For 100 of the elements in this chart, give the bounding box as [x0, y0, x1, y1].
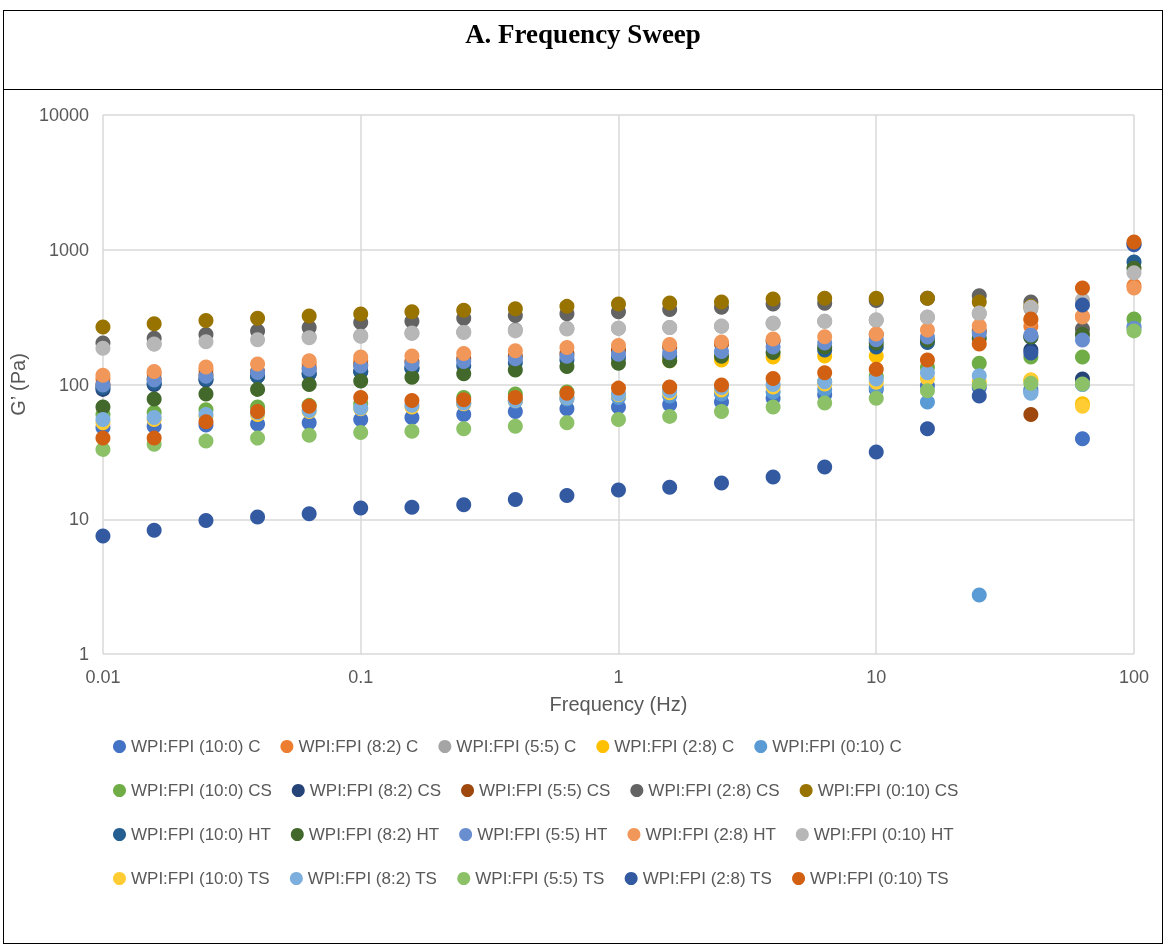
point	[301, 377, 317, 392]
point	[404, 304, 420, 320]
point	[456, 497, 472, 513]
point	[817, 290, 833, 306]
legend-label: WPI:FPI (5:5) TS	[475, 869, 605, 888]
point	[971, 318, 987, 334]
point	[95, 430, 111, 446]
legend-label: WPI:FPI (10:0) HT	[131, 825, 271, 844]
legend-label: WPI:FPI (2:8) CS	[648, 781, 780, 800]
point	[95, 411, 111, 427]
point	[353, 373, 369, 389]
legend-label: WPI:FPI (5:5) C	[456, 737, 577, 756]
point	[610, 411, 626, 427]
point	[662, 295, 678, 311]
legend-label: WPI:FPI (10:0) C	[131, 737, 261, 756]
legend-label: WPI:FPI (8:2) CS	[309, 781, 442, 800]
point	[95, 367, 111, 383]
point	[919, 352, 935, 368]
point	[95, 528, 111, 544]
point	[610, 380, 626, 396]
point	[971, 388, 987, 404]
y-tick-label: 10	[68, 509, 89, 530]
point	[765, 399, 781, 415]
point	[250, 430, 266, 446]
legend-label: WPI:FPI (8:2) HT	[308, 825, 440, 844]
legend-label: WPI:FPI (0:10) CS	[817, 781, 959, 800]
legend-label: WPI:FPI (0:10) HT	[813, 825, 954, 844]
point	[146, 391, 162, 407]
point	[507, 492, 523, 508]
legend-label: WPI:FPI (5:5) CS	[479, 781, 611, 800]
point	[559, 340, 575, 356]
point	[507, 301, 523, 317]
point	[353, 500, 369, 516]
point	[1126, 265, 1142, 281]
legend-label: WPI:FPI (8:2) C	[298, 737, 419, 756]
point	[456, 421, 472, 437]
legend-label: WPI:FPI (5:5) HT	[477, 825, 608, 844]
point	[868, 361, 884, 377]
point	[610, 337, 626, 353]
point	[971, 587, 987, 603]
point	[404, 393, 420, 409]
point	[1074, 297, 1090, 313]
point	[662, 479, 678, 495]
point	[817, 365, 833, 381]
x-axis-title: Frequency (Hz)	[549, 693, 688, 715]
point	[868, 444, 884, 460]
point	[559, 488, 575, 504]
point	[868, 390, 884, 406]
legend-label: WPI:FPI (0:10) C	[772, 737, 902, 756]
point	[714, 475, 729, 491]
point	[250, 310, 266, 326]
x-tick-label: 10	[866, 667, 887, 687]
legend-label: WPI:FPI (2:8) HT	[645, 825, 776, 844]
y-axis-title: G’ (Pa)	[7, 353, 29, 416]
point	[404, 348, 420, 364]
point	[610, 296, 626, 312]
point	[1074, 349, 1090, 365]
point	[404, 499, 420, 515]
point	[250, 356, 266, 372]
point	[559, 415, 575, 431]
point	[919, 365, 935, 381]
point	[301, 506, 317, 522]
point	[971, 336, 987, 352]
point	[765, 291, 781, 307]
y-tick-label: 1000	[48, 239, 89, 260]
point	[765, 469, 781, 485]
point	[95, 340, 111, 356]
chart-title: A. Frequency Sweep	[4, 11, 1162, 90]
x-tick-label: 0.1	[348, 667, 374, 687]
point	[353, 349, 369, 365]
point	[353, 306, 369, 322]
legend-label: WPI:FPI (2:8) C	[614, 737, 735, 756]
point	[559, 298, 575, 314]
point	[198, 334, 214, 350]
point	[301, 427, 317, 443]
point	[507, 343, 523, 359]
point	[250, 332, 266, 348]
point	[353, 425, 369, 441]
point	[1023, 406, 1039, 422]
point	[817, 329, 833, 345]
point	[507, 418, 523, 434]
point	[250, 509, 266, 525]
point	[714, 404, 729, 420]
point	[404, 423, 420, 439]
y-tick-label: 10000	[38, 105, 89, 125]
legend-label: WPI:FPI (0:10) TS	[810, 869, 949, 888]
point	[301, 308, 317, 324]
x-tick-label: 1	[613, 667, 624, 687]
point	[146, 522, 162, 538]
x-tick-label: 0.01	[85, 667, 121, 687]
point	[198, 433, 214, 449]
point	[765, 370, 781, 386]
point	[250, 381, 266, 397]
point	[1074, 280, 1090, 296]
point	[456, 345, 472, 361]
point	[919, 322, 935, 338]
point	[1074, 332, 1090, 348]
x-tick-label: 100	[1118, 667, 1150, 687]
point	[353, 390, 369, 406]
legend-label: WPI:FPI (10:0) CS	[131, 781, 272, 800]
